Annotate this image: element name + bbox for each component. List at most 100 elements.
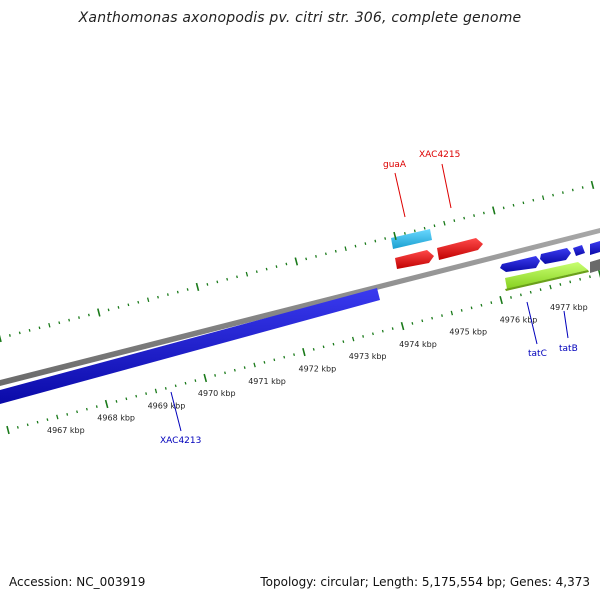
leader-XAC4213 <box>170 391 182 432</box>
label-XAC4213: XAC4213 <box>160 436 201 446</box>
upper-tick <box>482 211 485 215</box>
leader-guaA <box>394 172 406 218</box>
upper-tick <box>403 232 406 235</box>
lower-tick <box>400 321 405 331</box>
upper-tick <box>561 191 564 194</box>
lower-tick <box>588 275 591 279</box>
lower-tick <box>224 371 226 375</box>
accession-text: Accession: NC_003919 <box>9 575 146 589</box>
lower-tick <box>46 418 49 421</box>
lower-tick <box>243 366 246 369</box>
upper-tick <box>245 271 249 277</box>
upper-tick <box>413 229 416 233</box>
lower-tick <box>302 347 306 357</box>
lower-tick-row <box>6 269 600 435</box>
upper-tick <box>571 188 574 192</box>
lower-tick <box>6 425 10 435</box>
scale-label: 4967 kbp <box>47 426 85 435</box>
upper-tick <box>58 321 61 325</box>
gene-tatC-bar[interactable] <box>505 262 588 289</box>
lower-tick <box>115 400 118 403</box>
lower-tick <box>322 345 325 349</box>
backbone <box>0 228 600 386</box>
label-tatC: tatC <box>528 349 547 359</box>
lower-tick <box>579 277 582 281</box>
upper-tick <box>315 254 317 258</box>
scale-label: 4975 kbp <box>449 328 487 337</box>
gene-labels: guaA XAC4215 XAC4213 tatC tatB <box>160 150 578 446</box>
lower-tick <box>135 394 138 398</box>
upper-tick <box>137 300 140 304</box>
label-XAC4215: XAC4215 <box>419 150 460 160</box>
label-tatB: tatB <box>559 344 578 354</box>
lower-tick <box>312 348 315 351</box>
upper-tick <box>107 308 110 312</box>
upper-tick <box>581 186 584 189</box>
leader-tatB <box>563 310 569 339</box>
lower-tick <box>342 340 345 343</box>
upper-tick <box>324 252 327 256</box>
upper-tick <box>354 244 357 248</box>
upper-tick <box>453 219 456 223</box>
lower-tick <box>391 327 394 330</box>
upper-tick <box>236 275 238 279</box>
gene-XAC4215-bar[interactable] <box>437 238 483 260</box>
upper-tick <box>344 246 347 252</box>
upper-tick <box>294 257 299 266</box>
upper-tick <box>522 201 525 205</box>
lower-tick <box>273 358 276 362</box>
right-blue-genes[interactable] <box>500 241 600 272</box>
upper-tick <box>443 220 446 226</box>
map-title: Xanthomonas axonopodis pv. citri str. 30… <box>78 10 522 26</box>
upper-tick <box>38 326 41 330</box>
upper-tick <box>512 203 515 207</box>
upper-tick <box>226 277 229 281</box>
gene-blue-arrow-2 <box>540 248 571 264</box>
lower-tick <box>36 420 39 424</box>
upper-tick <box>206 283 209 286</box>
upper-tick <box>532 198 535 202</box>
upper-tick <box>364 242 367 245</box>
lower-tick <box>460 309 463 312</box>
upper-tick <box>186 288 189 291</box>
lower-tick <box>450 310 454 316</box>
lower-tick <box>362 335 365 338</box>
gene-guaA-bar[interactable] <box>391 229 432 249</box>
leader-XAC4215 <box>441 163 452 209</box>
upper-tick <box>166 293 169 296</box>
lower-tick <box>381 329 384 333</box>
upper-tick <box>473 214 476 217</box>
lower-tick <box>56 414 59 420</box>
lower-tick <box>421 319 424 323</box>
scale-label: 4973 kbp <box>349 352 387 361</box>
upper-tick <box>255 270 258 274</box>
lower-tick <box>253 362 256 368</box>
lower-tick <box>441 314 443 317</box>
lower-tick <box>263 361 266 364</box>
lower-tick <box>104 399 109 409</box>
lower-tick <box>510 296 512 299</box>
gene-tatC-shadow <box>505 270 589 291</box>
scale-label: 4968 kbp <box>97 414 135 423</box>
upper-tick <box>68 318 71 322</box>
scale-label: 4972 kbp <box>299 365 337 374</box>
lower-tick <box>203 373 208 383</box>
upper-tick <box>334 249 337 253</box>
upper-tick <box>0 334 2 343</box>
lower-tick <box>66 413 69 416</box>
lower-tick <box>351 336 355 342</box>
gene-XAC4213-bar[interactable] <box>0 288 380 404</box>
lower-tick <box>332 342 335 346</box>
lower-tick <box>233 368 236 372</box>
lower-tick <box>490 301 493 305</box>
upper-tick <box>97 308 101 317</box>
upper-tick <box>423 226 426 230</box>
lower-tick <box>95 405 98 408</box>
lower-tick <box>411 322 414 325</box>
gene-red-left-bar[interactable] <box>395 250 434 269</box>
lower-tick <box>549 284 552 290</box>
lower-tick <box>431 316 434 320</box>
lower-tick <box>174 384 177 388</box>
gene-label-lines <box>170 163 569 432</box>
